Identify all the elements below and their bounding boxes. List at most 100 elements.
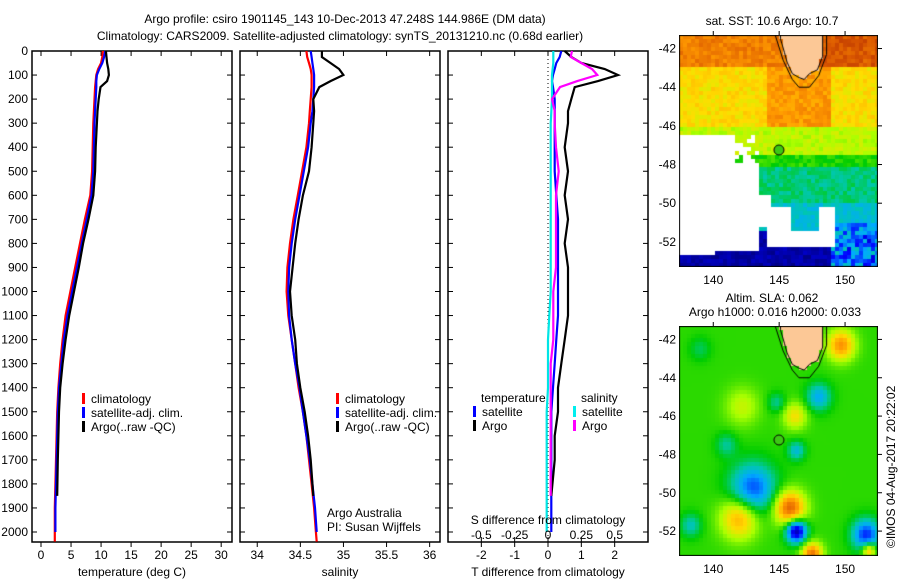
lat-tick-label: -48 — [659, 447, 677, 461]
y-tick-label: 2000 — [1, 525, 28, 539]
lat-tick-label: -44 — [659, 371, 677, 385]
legend-label: satellite-adj. clim. — [91, 406, 184, 420]
y-tick-label: 400 — [8, 140, 28, 154]
lat-tick-label: -50 — [659, 196, 677, 210]
credit-line-1: Argo Australia — [327, 506, 402, 520]
sst-map — [679, 35, 878, 267]
lat-tick-label: -46 — [659, 409, 677, 423]
y-tick-label: 1400 — [1, 381, 28, 395]
lat-tick-label: -46 — [659, 119, 677, 133]
title-line-1: Argo profile: csiro 1901145_143 10-Dec-2… — [144, 12, 546, 26]
y-tick-label: 100 — [8, 68, 28, 82]
legend-swatch-satellite — [82, 407, 85, 418]
y-tick-label: 200 — [8, 92, 28, 106]
legend-swatch-argo — [82, 421, 85, 432]
lat-tick-label: -42 — [659, 42, 677, 56]
legend-swatch-climatology — [336, 393, 339, 404]
sst-map-title: sat. SST: 10.6 Argo: 10.7 — [705, 14, 839, 28]
lon-tick-label: 150 — [835, 273, 855, 287]
sla-map — [679, 326, 878, 556]
y-tick-label: 500 — [8, 164, 28, 178]
x-axis-label: T difference from climatology — [471, 565, 625, 579]
credit-line-2: PI: Susan Wijffels — [327, 520, 421, 534]
x-tick-label: 1 — [578, 548, 585, 562]
s-x-tick-label: 0.25 — [570, 528, 594, 542]
legend-label: Argo — [482, 419, 508, 433]
y-tick-label: 1600 — [1, 429, 28, 443]
legend-label: satellite-adj. clim. — [345, 406, 438, 420]
legend-heading-temperature: temperature — [481, 391, 546, 405]
x-tick-label: 34.5 — [289, 548, 313, 562]
x-tick-label: 35 — [337, 548, 351, 562]
x-axis-label: salinity — [322, 565, 359, 579]
panel-salinity — [239, 50, 441, 547]
y-tick-label: 1900 — [1, 501, 28, 515]
series-line-salinity-satellite — [545, 51, 555, 532]
y-tick-label: 1500 — [1, 405, 28, 419]
s-x-tick-label: 0.5 — [606, 528, 623, 542]
legend-swatch-climatology — [82, 393, 85, 404]
y-tick-label: 1000 — [1, 285, 28, 299]
lat-tick-label: -44 — [659, 80, 677, 94]
x-tick-label: 2 — [611, 548, 618, 562]
y-tick-label: 1700 — [1, 453, 28, 467]
x-axis-label: temperature (deg C) — [78, 565, 186, 579]
x-tick-label: 25 — [184, 548, 198, 562]
panel-difference — [447, 50, 649, 547]
plot-frame — [31, 50, 233, 543]
title-line-2: Climatology: CARS2009. Satellite-adjuste… — [96, 29, 584, 43]
x-tick-label: -2 — [476, 548, 487, 562]
series-line-climatology — [53, 50, 104, 542]
series-line-argo-raw-qc- — [288, 51, 346, 496]
lat-tick-label: -50 — [659, 486, 677, 500]
x-tick-label: 0 — [38, 548, 45, 562]
legend-label: climatology — [91, 392, 152, 406]
legend-label: satellite — [582, 405, 623, 419]
s-x-tick-label: 0 — [545, 528, 552, 542]
lon-tick-label: 140 — [703, 273, 723, 287]
y-tick-label: 1200 — [1, 333, 28, 347]
lat-tick-label: -48 — [659, 158, 677, 172]
y-tick-label: 0 — [21, 44, 28, 58]
s-x-tick-label: -0.5 — [471, 528, 492, 542]
lon-tick-label: 145 — [769, 562, 789, 576]
y-tick-label: 700 — [8, 212, 28, 226]
lon-tick-label: 145 — [769, 273, 789, 287]
lat-tick-label: -52 — [659, 524, 677, 538]
x-tick-label: 20 — [154, 548, 168, 562]
x-tick-label: 5 — [68, 548, 75, 562]
legend-swatch-t-argo — [473, 420, 476, 431]
s-axis-label: S difference from climatology — [471, 513, 626, 527]
legend-swatch-s-argo — [573, 420, 576, 431]
legend-label: Argo(..raw -QC) — [345, 420, 430, 434]
legend-swatch-argo — [336, 421, 339, 432]
plot-frame — [239, 50, 441, 543]
x-tick-label: -1 — [509, 548, 520, 562]
legend-label: Argo — [582, 419, 608, 433]
sla-map-title-1: Altim. SLA: 0.062 — [725, 291, 819, 305]
legend-label: satellite — [482, 405, 523, 419]
series-line-temperature-argo — [550, 50, 622, 497]
series-line-salinity-argo — [549, 50, 600, 496]
s-x-tick-label: -0.25 — [501, 528, 529, 542]
x-tick-label: 0 — [545, 548, 552, 562]
x-tick-label: 10 — [94, 548, 108, 562]
legend-heading-salinity: salinity — [581, 391, 618, 405]
y-tick-label: 1800 — [1, 477, 28, 491]
x-tick-label: 34 — [251, 548, 265, 562]
lon-tick-label: 140 — [703, 562, 723, 576]
legend-label: Argo(..raw -QC) — [91, 420, 176, 434]
x-tick-label: 30 — [215, 548, 229, 562]
y-tick-label: 300 — [8, 116, 28, 130]
legend-swatch-s-satellite — [573, 406, 576, 417]
y-tick-label: 600 — [8, 188, 28, 202]
panel-temperature — [31, 50, 233, 547]
x-tick-label: 15 — [124, 548, 138, 562]
y-tick-label: 1300 — [1, 357, 28, 371]
legend-swatch-t-satellite — [473, 406, 476, 417]
lat-tick-label: -52 — [659, 235, 677, 249]
y-tick-label: 1100 — [2, 309, 28, 323]
y-tick-label: 800 — [8, 236, 28, 250]
series-line-satellite-adj-clim- — [287, 50, 318, 533]
